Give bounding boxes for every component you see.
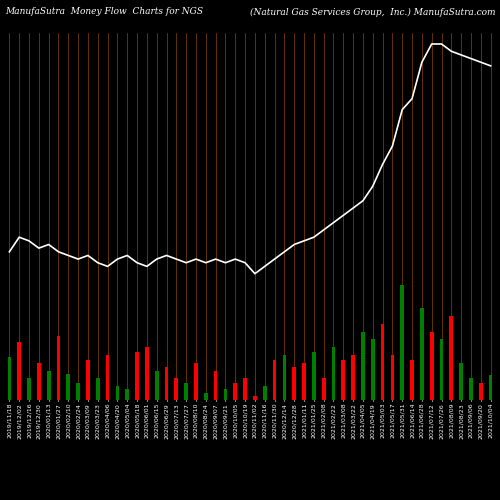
Text: ManufaSutra  Money Flow  Charts for NGS: ManufaSutra Money Flow Charts for NGS [5,8,203,16]
Bar [469,378,473,400]
Bar [292,368,296,400]
Bar [66,374,70,400]
Bar [135,352,139,400]
Bar [390,355,394,400]
Bar [312,352,316,400]
Bar [145,347,148,400]
Bar [332,347,336,400]
Bar [253,396,257,400]
Bar [243,378,247,400]
Bar [126,389,129,400]
Bar [214,370,218,400]
Bar [18,342,21,400]
Bar [47,370,50,400]
Bar [263,386,266,400]
Bar [361,332,365,400]
Bar [204,393,208,400]
Bar [224,389,228,400]
Bar [194,363,198,400]
Bar [37,363,40,400]
Bar [106,355,110,400]
Bar [400,285,404,400]
Bar [282,355,286,400]
Bar [430,332,434,400]
Bar [371,340,374,400]
Bar [342,360,345,400]
Bar [380,324,384,400]
Bar [116,386,119,400]
Bar [410,360,414,400]
Bar [489,375,492,400]
Bar [479,383,482,400]
Bar [27,378,31,400]
Bar [272,360,276,400]
Bar [155,370,158,400]
Text: (Natural Gas Services Group,  Inc.) ManufaSutra.com: (Natural Gas Services Group, Inc.) Manuf… [250,8,495,16]
Bar [322,378,326,400]
Bar [86,360,90,400]
Bar [96,378,100,400]
Bar [450,316,453,400]
Bar [184,383,188,400]
Bar [302,363,306,400]
Bar [76,383,80,400]
Bar [352,355,355,400]
Bar [56,336,60,400]
Bar [234,383,237,400]
Bar [164,368,168,400]
Bar [174,378,178,400]
Bar [420,308,424,400]
Bar [460,363,463,400]
Bar [440,340,444,400]
Bar [8,358,11,400]
